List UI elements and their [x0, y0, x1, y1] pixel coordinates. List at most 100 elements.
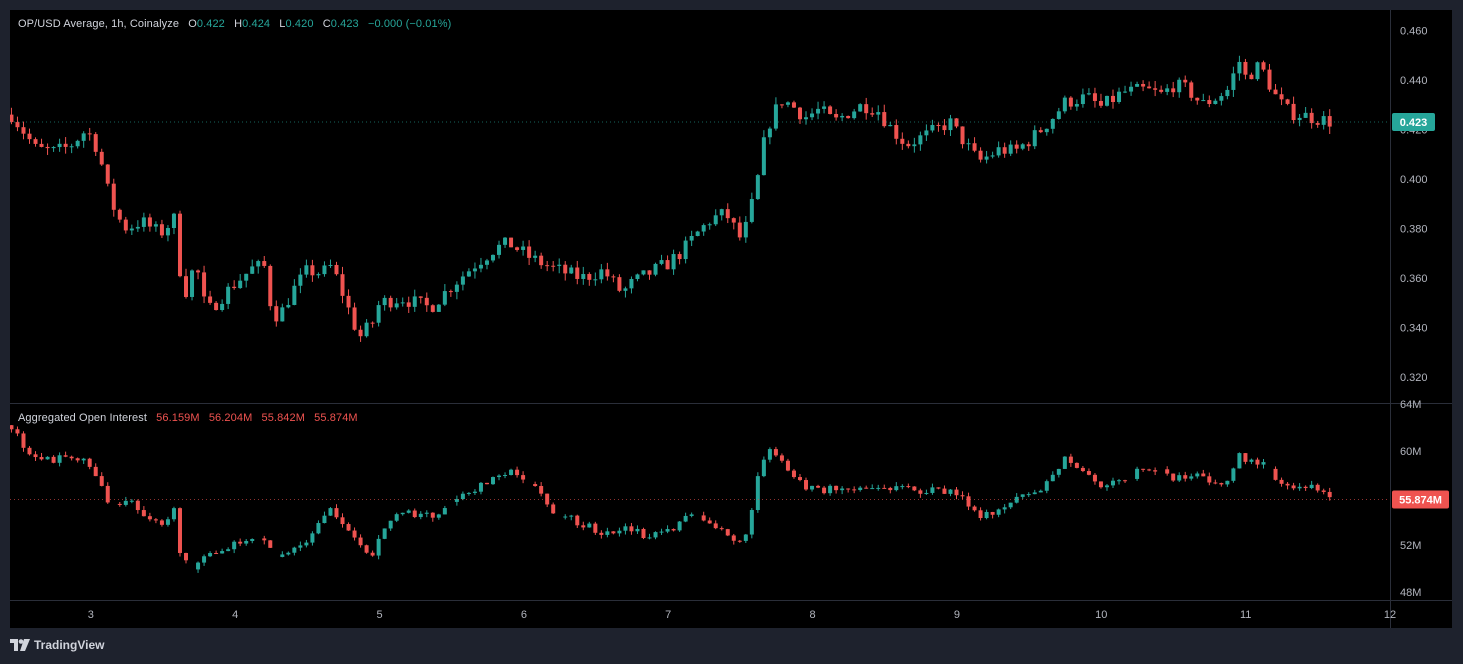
oi-candle — [1147, 469, 1152, 471]
oi-candle — [569, 515, 574, 517]
chart-canvas[interactable]: 0.460 0.440 0.420 0.400 0.380 0.360 0.340 0.320… — [10, 10, 1452, 628]
oi-candle — [159, 520, 164, 525]
price-candle — [406, 302, 411, 307]
oi-candle — [328, 508, 333, 516]
oi-candle — [184, 552, 189, 561]
price-candle — [346, 295, 351, 308]
price-axis-tick-label: 0.440 — [1400, 75, 1428, 87]
oi-candle — [785, 460, 790, 471]
price-candle — [57, 143, 62, 148]
price-candle — [1213, 100, 1218, 105]
oi-candle — [310, 533, 315, 543]
oi-candle — [563, 516, 568, 518]
oi-candle — [828, 485, 833, 494]
oi-candle — [737, 540, 742, 542]
price-candle — [689, 235, 694, 241]
oi-candle — [1201, 473, 1206, 477]
price-candle — [491, 254, 495, 261]
price-candle — [1231, 73, 1236, 90]
oi-candle — [900, 486, 905, 488]
oi-candle — [1207, 476, 1212, 483]
oi-candle — [743, 534, 748, 541]
price-candle — [1273, 89, 1278, 95]
price-candle — [274, 306, 279, 322]
oi-candle — [177, 508, 182, 553]
oi-candle — [69, 456, 74, 459]
price-candle — [15, 122, 20, 128]
oi-candle — [298, 545, 303, 548]
price-candle — [569, 267, 574, 274]
price-candle — [21, 127, 26, 134]
oi-candle — [773, 449, 778, 456]
price-candle — [593, 279, 598, 281]
price-axis-tick-label: 0.380 — [1400, 224, 1428, 236]
price-candle — [364, 322, 369, 337]
price-candle — [924, 130, 929, 136]
oi-candle — [581, 525, 586, 528]
time-axis-tick-label: 3 — [88, 609, 94, 621]
oi-candle — [382, 528, 387, 539]
oi-candle — [129, 500, 134, 502]
oi-candle — [635, 528, 640, 532]
tradingview-brand[interactable]: TradingView — [10, 638, 104, 652]
time-axis-tick-label: 9 — [954, 609, 960, 621]
oi-candle — [797, 477, 802, 481]
oi-candle — [713, 523, 718, 529]
price-candle — [1050, 118, 1055, 129]
oi-candle — [924, 492, 929, 494]
oi-candle — [226, 549, 231, 552]
oi-candle — [996, 509, 1001, 515]
oi-candle — [767, 449, 772, 460]
price-candle — [358, 329, 363, 337]
price-last-value-badge-label: 0.423 — [1400, 117, 1428, 129]
price-candle — [292, 285, 297, 305]
price-candle — [45, 146, 50, 149]
oi-candle — [232, 541, 237, 550]
price-candle — [87, 133, 92, 135]
price-candle — [557, 264, 562, 266]
price-candle — [563, 264, 568, 274]
price-candle — [1243, 61, 1248, 75]
oi-candle — [779, 455, 784, 461]
high-key: H — [234, 18, 243, 30]
oi-candle — [304, 542, 309, 546]
price-candle — [1285, 99, 1290, 104]
oi-candle — [1104, 485, 1109, 488]
price-candle — [785, 102, 790, 105]
oi-candle — [280, 554, 285, 557]
price-candle — [1026, 144, 1031, 147]
oi-candle — [1219, 483, 1224, 485]
price-candle — [1032, 130, 1037, 147]
price-candle — [629, 278, 634, 289]
oi-candle — [1026, 494, 1031, 496]
oi-candle — [1086, 471, 1091, 475]
price-candle — [105, 164, 110, 184]
price-candle — [1002, 147, 1007, 154]
oi-candle — [1153, 470, 1158, 472]
oi-last-value-badge — [1392, 490, 1449, 509]
oi-low-value: 55.842M — [261, 412, 306, 424]
price-candle — [713, 215, 718, 225]
oi-candle — [587, 523, 592, 528]
oi-candle — [87, 458, 92, 467]
oi-candle — [214, 553, 219, 555]
oi-candle — [1111, 480, 1116, 486]
price-candle — [436, 304, 441, 312]
price-candle — [791, 102, 796, 108]
oi-axis-tick-label: 60M — [1400, 446, 1421, 458]
price-series-title: OP/USD Average, 1h, Coinalyze — [18, 18, 180, 30]
price-candle — [262, 261, 267, 266]
price-candle — [190, 270, 195, 297]
oi-candle — [1237, 453, 1242, 469]
price-candle — [707, 224, 712, 226]
oi-candle — [539, 486, 544, 494]
price-candle — [1255, 62, 1260, 80]
oi-candle — [364, 545, 369, 553]
oi-candle — [171, 508, 176, 520]
oi-candle — [551, 504, 556, 514]
price-candle — [834, 113, 839, 118]
price-candle — [1267, 69, 1272, 90]
oi-candle — [63, 455, 68, 457]
price-candle — [334, 264, 339, 275]
price-candle — [665, 260, 670, 270]
